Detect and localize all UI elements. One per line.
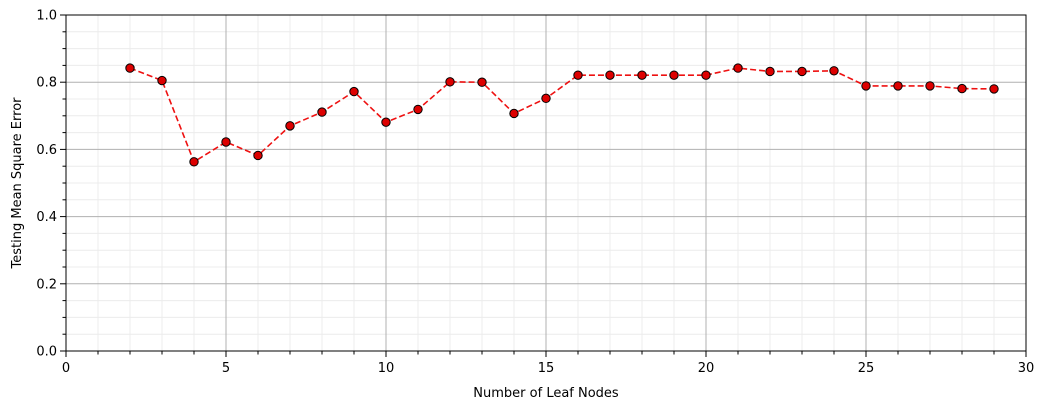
- data-point: [253, 150, 263, 161]
- series-layer: [125, 63, 999, 167]
- x-tick-label: 30: [1018, 361, 1035, 376]
- y-tick-label: 0.0: [36, 345, 57, 360]
- data-point: [605, 70, 615, 80]
- series-line: [129, 67, 995, 164]
- y-tick-label: 0.6: [36, 143, 57, 158]
- data-point: [701, 70, 711, 80]
- x-tick-label: 10: [378, 361, 395, 376]
- data-point: [285, 121, 295, 131]
- x-tick-label: 25: [858, 361, 875, 376]
- x-tick-label: 20: [698, 361, 715, 376]
- data-point: [157, 75, 167, 86]
- data-point: [509, 108, 519, 119]
- data-point: [829, 66, 839, 76]
- data-point: [541, 93, 551, 104]
- y-axis-label: Testing Mean Square Error: [10, 97, 25, 270]
- data-point: [221, 137, 231, 147]
- data-point: [477, 77, 487, 87]
- axis-ticks: [60, 14, 1027, 357]
- data-point: [765, 66, 775, 77]
- x-axis-label: Number of Leaf Nodes: [473, 386, 619, 401]
- y-tick-label: 0.8: [36, 76, 57, 91]
- data-point: [893, 81, 903, 91]
- data-point: [669, 70, 679, 80]
- data-point: [989, 84, 999, 94]
- data-point: [445, 77, 455, 87]
- data-point: [413, 104, 423, 115]
- data-point: [925, 81, 935, 91]
- y-tick-label: 1.0: [36, 9, 57, 24]
- data-point: [381, 117, 391, 127]
- data-point: [797, 66, 807, 77]
- x-tick-label: 15: [538, 361, 555, 376]
- data-point: [349, 86, 359, 97]
- data-point: [189, 157, 199, 167]
- data-point: [637, 70, 647, 80]
- y-tick-label: 0.2: [36, 277, 57, 292]
- x-tick-label: 5: [222, 361, 230, 376]
- data-point: [317, 107, 327, 117]
- data-point: [957, 83, 967, 94]
- tick-labels: 0 5 10 15 20 25 30 0.0 0.2 0.4 0.6 0.8 1.0: [36, 9, 1034, 377]
- y-tick-label: 0.4: [36, 210, 57, 225]
- data-point: [861, 81, 871, 91]
- x-tick-label: 0: [62, 361, 70, 376]
- data-point: [733, 63, 743, 73]
- data-point: [573, 70, 583, 80]
- data-point: [125, 63, 135, 73]
